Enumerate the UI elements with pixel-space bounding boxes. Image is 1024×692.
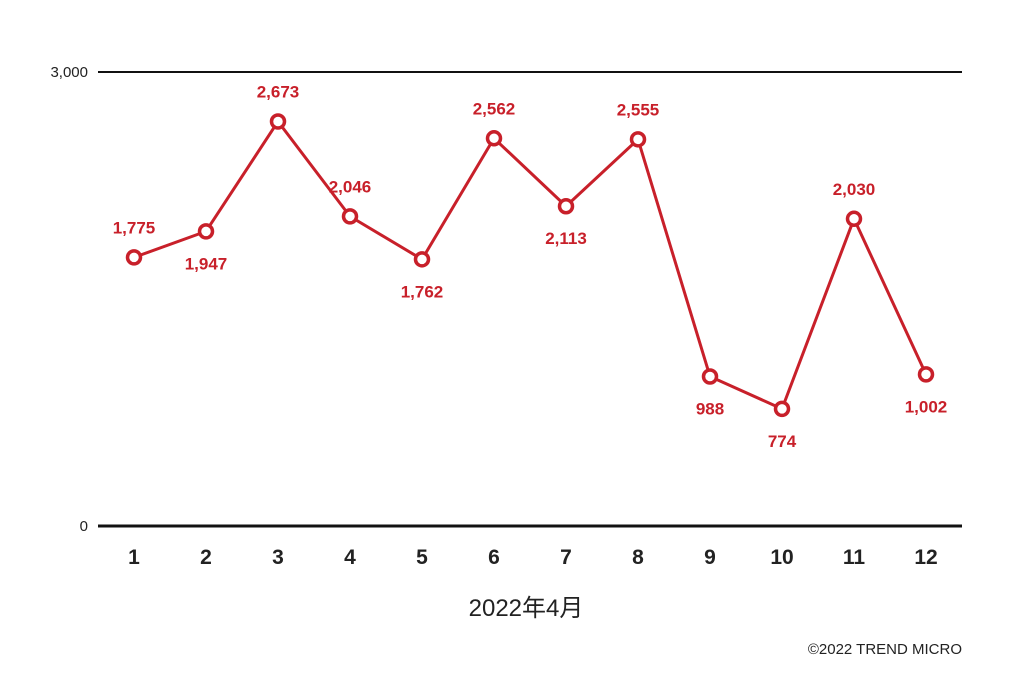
data-label: 988 xyxy=(696,399,724,418)
x-tick-label: 9 xyxy=(704,546,716,569)
data-label: 1,947 xyxy=(185,254,228,273)
x-tick-label: 2 xyxy=(200,546,212,569)
data-label: 2,046 xyxy=(329,177,372,196)
x-tick-label: 10 xyxy=(770,546,793,569)
x-tick-label: 3 xyxy=(272,546,284,569)
data-label: 1,775 xyxy=(113,218,156,237)
data-point-marker xyxy=(125,249,143,266)
data-label: 774 xyxy=(768,432,797,451)
x-tick-label: 7 xyxy=(560,546,572,569)
data-label: 2,555 xyxy=(617,100,660,119)
data-point-marker xyxy=(557,197,575,215)
y-tick-label: 3,000 xyxy=(50,64,88,81)
x-tick-label: 11 xyxy=(843,546,866,569)
x-axis-group: 1 2 3 4 5 6 7 8 9 10 11 12 xyxy=(128,546,938,569)
data-point-marker xyxy=(341,208,359,225)
copyright-credit: ©2022 TREND MICRO xyxy=(808,641,962,658)
y-axis-group: 0 3,000 xyxy=(50,64,962,535)
data-label: 2,113 xyxy=(545,229,587,248)
data-label: 1,762 xyxy=(401,282,444,301)
data-label: 2,030 xyxy=(833,180,876,199)
data-point-marker xyxy=(629,131,647,148)
data-point-marker xyxy=(197,223,215,240)
data-point-marker xyxy=(773,400,791,418)
data-label: 2,562 xyxy=(473,99,516,118)
data-point-marker xyxy=(485,130,503,147)
data-point-marker xyxy=(917,366,935,383)
x-tick-label: 5 xyxy=(416,546,428,569)
x-tick-label: 12 xyxy=(914,546,937,569)
x-axis-title: 2022年4月 xyxy=(469,595,584,622)
x-tick-label: 1 xyxy=(128,546,140,569)
data-point-marker xyxy=(845,210,863,228)
data-label: 1,002 xyxy=(905,397,948,416)
data-label: 2,673 xyxy=(257,82,300,101)
x-tick-label: 6 xyxy=(488,546,500,569)
x-tick-label: 8 xyxy=(632,546,644,569)
data-point-marker xyxy=(701,368,719,385)
x-tick-label: 4 xyxy=(344,546,356,569)
series-group: 1,775 1,947 2,673 2,046 1,762 2,562 2,113 2,555… xyxy=(113,82,948,450)
series-line xyxy=(133,119,928,411)
data-point-marker xyxy=(269,113,287,130)
data-point-marker xyxy=(413,251,431,268)
y-tick-label: 0 xyxy=(80,518,88,535)
